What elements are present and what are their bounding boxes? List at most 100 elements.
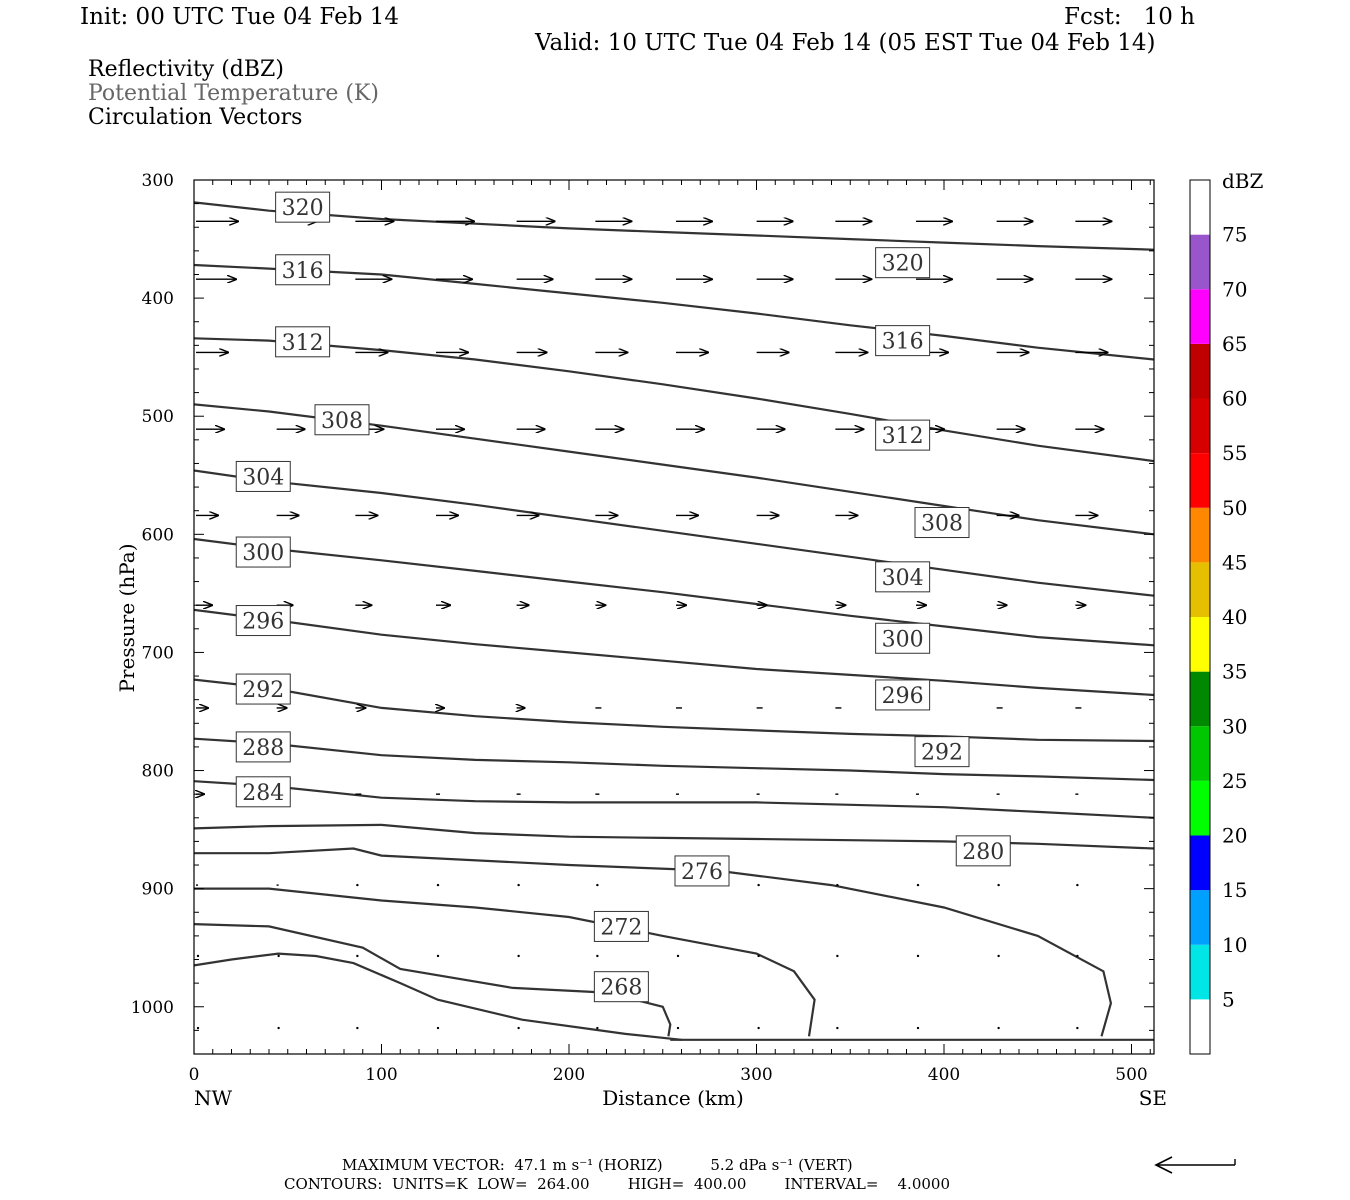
x-tick-label: 300	[740, 1065, 772, 1085]
contour-label: 308	[921, 512, 963, 537]
colorbar-tick-label: 75	[1222, 223, 1247, 247]
x-tick-label: 200	[553, 1065, 585, 1085]
colorbar-segment	[1190, 835, 1210, 891]
contour-label: 300	[242, 541, 284, 566]
colorbar-segment	[1190, 289, 1210, 344]
contour-label: 268	[600, 976, 642, 1001]
contour-label: 276	[681, 860, 723, 885]
isentrope-272	[194, 887, 816, 1037]
x-tick-label: 100	[365, 1065, 397, 1085]
contour-label: 312	[882, 424, 924, 449]
circulation-vector	[757, 1026, 760, 1030]
contour-label: 316	[282, 259, 324, 284]
colorbar-frame	[1189, 179, 1211, 1055]
contour-label: 288	[242, 736, 284, 761]
colorbar-segment	[1190, 617, 1210, 672]
colorbar-segment	[1190, 562, 1210, 617]
colorbar-segment	[1190, 343, 1210, 399]
colorbar-segment	[1190, 890, 1210, 945]
isentrope-268	[194, 923, 672, 1037]
contour-label-box	[314, 404, 370, 436]
contour-label-box	[914, 507, 970, 539]
contour-label: 284	[242, 781, 284, 806]
valid-time: Valid: 10 UTC Tue 04 Feb 14 (05 EST Tue …	[535, 30, 1156, 56]
colorbar-tick-label: 30	[1222, 714, 1247, 738]
y-tick-label: 600	[142, 525, 174, 545]
circulation-vector	[916, 1026, 920, 1030]
circulation-vector	[196, 1026, 200, 1030]
colorbar-segment	[1190, 999, 1210, 1054]
circulation-vector	[916, 883, 920, 887]
contour-label: 312	[282, 331, 324, 356]
contour-label: 296	[242, 610, 284, 635]
circulation-vector	[916, 954, 920, 958]
colorbar-segment	[1190, 726, 1210, 781]
y-tick-label: 900	[142, 880, 174, 900]
circulation-vector	[517, 883, 520, 887]
x-tick-label: 400	[928, 1065, 960, 1085]
circulation-vector	[596, 954, 599, 958]
circulation-vector	[1076, 883, 1079, 887]
vectors-layer	[196, 221, 1111, 1030]
isentrope-292	[194, 678, 1154, 743]
colorbar-segment	[1190, 180, 1210, 235]
contour-label-box	[235, 731, 291, 763]
colorbar-tick-label: 55	[1222, 441, 1247, 465]
circulation-vector	[1076, 954, 1079, 958]
contour-label: 316	[882, 330, 924, 355]
contour-label: 304	[882, 566, 924, 591]
contour-label: 292	[242, 678, 284, 703]
y-tick-label: 800	[142, 762, 174, 782]
x-end-label-left: NW	[194, 1086, 233, 1110]
colorbar-tick-label: 5	[1222, 987, 1235, 1011]
contour-label: 296	[882, 684, 924, 709]
isentrope-316	[194, 263, 1154, 361]
contour-label: 292	[921, 741, 963, 766]
circulation-vector	[277, 954, 280, 958]
maximum-vector-info: MAXIMUM VECTOR: 47.1 m s⁻¹ (HORIZ) 5.2 d…	[342, 1156, 853, 1174]
colorbar-tick-label: 40	[1222, 605, 1247, 629]
contour-label-box	[235, 536, 291, 568]
circulation-vector	[436, 883, 440, 887]
contour-label-box	[275, 254, 331, 286]
circulation-vector	[436, 1026, 440, 1030]
contour-label-box	[955, 835, 1011, 867]
field-potential-temperature: Potential Temperature (K)	[88, 81, 379, 106]
colorbar-segment	[1190, 780, 1210, 836]
colorbar-segment	[1190, 234, 1210, 290]
isentrope-300	[194, 537, 1154, 647]
contour-label-box	[235, 460, 291, 492]
contour-labels-layer: 320 316 312 308 304 300 296 292 288 284 320 316 312 3…	[235, 191, 1011, 1003]
field-reflectivity: Reflectivity (dBZ)	[88, 57, 284, 82]
contour-label: 272	[600, 915, 642, 940]
y-tick-label: 400	[142, 289, 174, 309]
isentrope-296	[194, 608, 1154, 697]
y-tick-label: 1000	[131, 998, 174, 1018]
colorbar-segment	[1190, 671, 1210, 727]
circulation-vector	[596, 883, 599, 887]
y-tick-label: 300	[142, 171, 174, 191]
contour-label-box	[275, 191, 331, 223]
x-tick-label: 500	[1115, 1065, 1147, 1085]
circulation-vector	[997, 883, 1000, 887]
field-circulation-vectors: Circulation Vectors	[88, 105, 303, 130]
circulation-vector	[676, 954, 680, 958]
contour-label: 304	[242, 465, 284, 490]
circulation-vector	[757, 883, 760, 887]
plot-frame	[193, 179, 1155, 1055]
colorbar-tick-label: 45	[1222, 550, 1247, 574]
circulation-vector	[517, 1026, 520, 1030]
colorbar-tick-label: 50	[1222, 496, 1247, 520]
contour-label: 320	[282, 196, 324, 221]
contour-label: 300	[882, 627, 924, 652]
circulation-vector	[997, 954, 1000, 958]
circulation-vector	[1076, 1026, 1079, 1030]
colorbar-tick-label: 25	[1222, 769, 1247, 793]
colorbar-segment	[1190, 944, 1210, 1000]
contour-label-box	[875, 561, 931, 593]
circulation-vector	[836, 1026, 839, 1030]
colorbar-tick-label: 60	[1222, 387, 1247, 411]
y-tick-label: 500	[142, 407, 174, 427]
x-axis-label: Distance (km)	[602, 1086, 744, 1110]
